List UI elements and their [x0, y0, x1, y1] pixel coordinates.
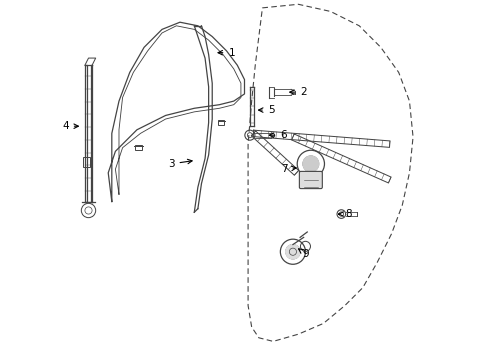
- Circle shape: [285, 244, 300, 259]
- Text: 7: 7: [280, 164, 295, 174]
- Text: 8: 8: [338, 209, 351, 219]
- Bar: [82, 157, 90, 167]
- Text: 2: 2: [289, 87, 306, 97]
- Text: 9: 9: [298, 248, 308, 258]
- Text: 4: 4: [62, 121, 78, 131]
- Text: 1: 1: [218, 48, 235, 58]
- Bar: [135, 145, 142, 150]
- FancyBboxPatch shape: [299, 171, 322, 189]
- Text: 6: 6: [269, 130, 286, 140]
- Bar: [218, 120, 224, 125]
- Circle shape: [303, 156, 318, 172]
- Text: 3: 3: [167, 159, 192, 169]
- Text: 5: 5: [258, 105, 274, 115]
